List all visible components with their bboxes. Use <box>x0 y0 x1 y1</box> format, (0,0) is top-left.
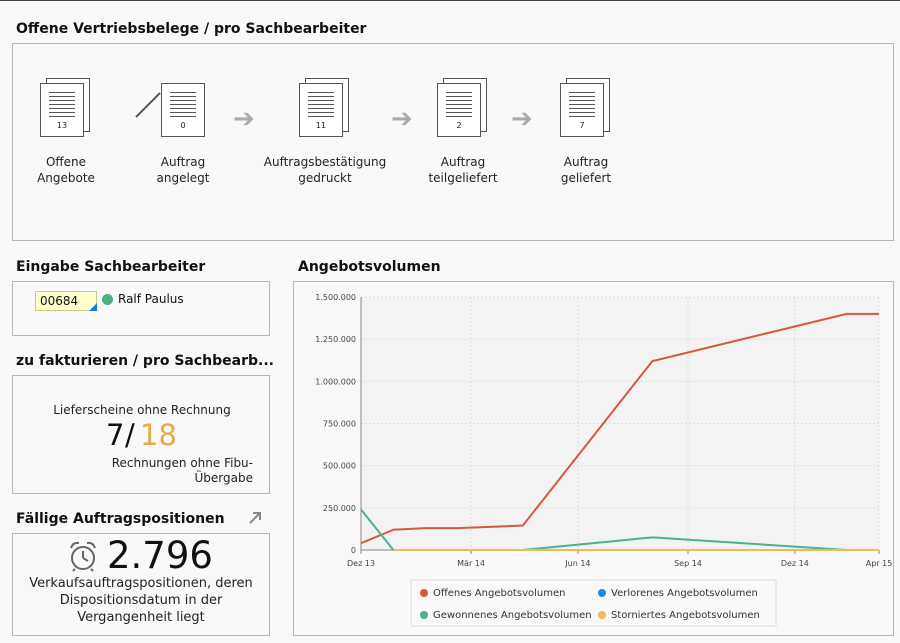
document-stack-icon: 7 <box>560 78 612 140</box>
flow-step[interactable]: 0 Auftrag angelegt <box>118 78 248 186</box>
document-stack-icon: 0 <box>157 78 209 140</box>
status-dot-icon <box>102 294 113 305</box>
due-description: Verkaufsauftragspositionen, deren Dispos… <box>29 576 253 625</box>
flow-step-label: Auftrag teilgeliefert <box>428 155 498 185</box>
invoicing-panel[interactable]: Lieferscheine ohne Rechnung 7 / 18 Rechn… <box>12 375 270 494</box>
legend-label: Gewonnenes Angebotsvolumen <box>433 610 592 621</box>
legend-marker-icon <box>598 589 606 597</box>
x-tick-label: Mär 14 <box>457 559 485 568</box>
flow-step[interactable]: 2 Auftrag teilgeliefert <box>398 78 528 186</box>
flow-step-count: 2 <box>456 121 462 130</box>
document-stack-icon: 2 <box>437 78 489 140</box>
arrow-right-icon: ➔ <box>511 104 533 134</box>
chart-title: Angebotsvolumen <box>298 259 441 275</box>
flow-step-label: Auftrag geliefert <box>560 155 612 185</box>
employee-title: Eingabe Sachbearbeiter <box>16 259 206 275</box>
flow-step-count: 0 <box>180 121 186 130</box>
employee-panel: 00684 Ralf Paulus <box>12 281 270 336</box>
y-tick-label: 250.000 <box>323 504 356 513</box>
chart-svg: 0 250.000 500.000 750.000 1.000.000 1.250.000… <box>315 293 893 627</box>
flow-step-count: 13 <box>56 121 68 130</box>
legend-label: Verlorenes Angebotsvolumen <box>611 588 758 599</box>
legend-marker-icon <box>420 589 428 597</box>
y-tick-label: 1.500.000 <box>315 293 356 302</box>
input-dropdown-marker[interactable] <box>89 303 97 311</box>
flow-step-count: 11 <box>315 121 327 130</box>
flow-step[interactable]: 7 Auftrag geliefert <box>521 78 651 186</box>
plot-area <box>361 297 879 550</box>
flow-step[interactable]: 11 Auftragsbestätigung gedruckt <box>260 78 390 186</box>
flow-step[interactable]: 13 Offene Angebote <box>1 78 131 186</box>
due-title: Fällige Auftragspositionen <box>16 511 225 527</box>
y-tick-label: 0 <box>351 546 356 555</box>
invoicing-bottom-label: Rechnungen ohne Fibu- Übergabe <box>111 456 253 485</box>
series-line <box>360 312 879 545</box>
flow-steps: 13 Offene Angebote 0 Auftrag angelegt 11 Auft… <box>13 78 893 228</box>
x-tick-label: Dez 14 <box>781 559 809 568</box>
flow-step-label: Auftrag angelegt <box>156 155 210 185</box>
due-value: 2.796 <box>107 534 213 577</box>
invoicing-value-a: 7 <box>106 418 125 452</box>
invoicing-value-b: 18 <box>140 418 177 452</box>
invoicing-top-label: Lieferscheine ohne Rechnung <box>53 403 231 417</box>
x-tick-label: Dez 13 <box>347 559 375 568</box>
flow-panel: 13 Offene Angebote 0 Auftrag angelegt 11 Auft… <box>12 43 894 241</box>
x-tick-label: Apr 15 <box>866 559 893 568</box>
due-panel[interactable]: 2.796 Verkaufsauftragspositionen, deren … <box>12 533 270 636</box>
document-stack-icon: 11 <box>299 78 351 140</box>
legend-box <box>410 579 777 627</box>
legend-marker-icon <box>420 611 428 619</box>
legend-label: Offenes Angebotsvolumen <box>433 588 565 599</box>
flow-step-label: Auftragsbestätigung gedruckt <box>263 155 387 185</box>
x-tick-label: Jun 14 <box>564 559 590 568</box>
expand-arrow-icon[interactable] <box>247 510 263 526</box>
employee-number-input[interactable]: 00684 <box>35 291 97 311</box>
arrow-right-icon: ➔ <box>391 104 413 134</box>
flow-title: Offene Vertriebsbelege / pro Sachbearbei… <box>16 21 367 37</box>
employee-name: Ralf Paulus <box>118 292 184 306</box>
invoicing-title: zu fakturieren / pro Sachbearb... <box>16 353 274 369</box>
arrow-right-icon: ➔ <box>233 104 255 134</box>
y-tick-label: 1.250.000 <box>315 335 356 344</box>
legend-marker-icon <box>598 611 606 619</box>
legend-label: Storniertes Angebotsvolumen <box>611 610 760 621</box>
alarm-clock-icon <box>68 540 98 572</box>
x-tick-label: Sep 14 <box>674 559 702 568</box>
y-tick-label: 1.000.000 <box>315 377 356 386</box>
document-stack-icon: 13 <box>40 78 92 140</box>
y-tick-label: 750.000 <box>323 420 356 429</box>
flow-step-count: 7 <box>579 121 585 130</box>
y-tick-label: 500.000 <box>323 462 356 471</box>
flow-step-label: Offene Angebote <box>37 155 95 185</box>
invoicing-separator: / <box>125 418 135 452</box>
chart-panel: 0 250.000 500.000 750.000 1.000.000 1.250.000… <box>293 281 894 636</box>
